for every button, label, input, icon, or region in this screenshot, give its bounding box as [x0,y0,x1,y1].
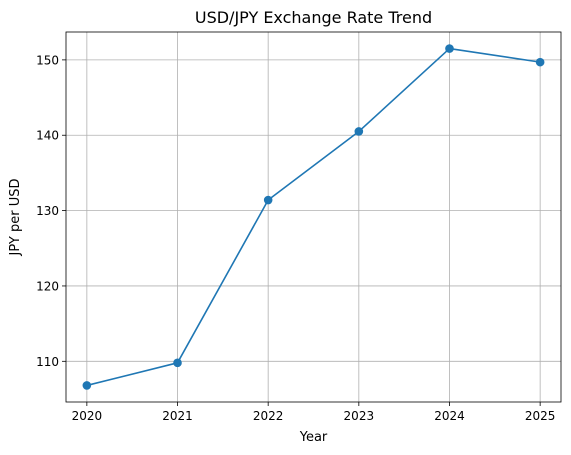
y-tick-label: 140 [36,129,59,143]
data-point [263,195,273,205]
data-point [535,57,545,67]
x-tick-label: 2021 [162,409,193,423]
data-point [354,127,364,136]
chart-title: USD/JPY Exchange Rate Trend [195,8,432,27]
y-axis-label: JPY per USD [8,179,23,257]
x-tick-label: 2023 [344,409,375,423]
x-tick-label: 2024 [434,409,465,423]
y-tick-label: 130 [36,204,59,218]
grid-lines [66,32,561,402]
x-tick-label: 2025 [525,409,556,423]
data-point [445,44,454,53]
data-point [173,358,182,368]
y-tick-label: 150 [36,53,59,67]
x-tick-label: 2020 [72,409,103,423]
series-layer [82,44,545,390]
data-point [82,381,92,390]
plot-frame [65,31,562,403]
x-axis-label: Year [299,430,328,445]
y-tick-label: 120 [36,279,59,293]
y-tick-label: 110 [36,355,59,369]
axis-ticks: 2020 2021 2022 2023 2024 2025 110 120 130 140 150 [36,53,555,423]
series-line [86,47,541,387]
x-tick-label: 2022 [253,409,284,423]
